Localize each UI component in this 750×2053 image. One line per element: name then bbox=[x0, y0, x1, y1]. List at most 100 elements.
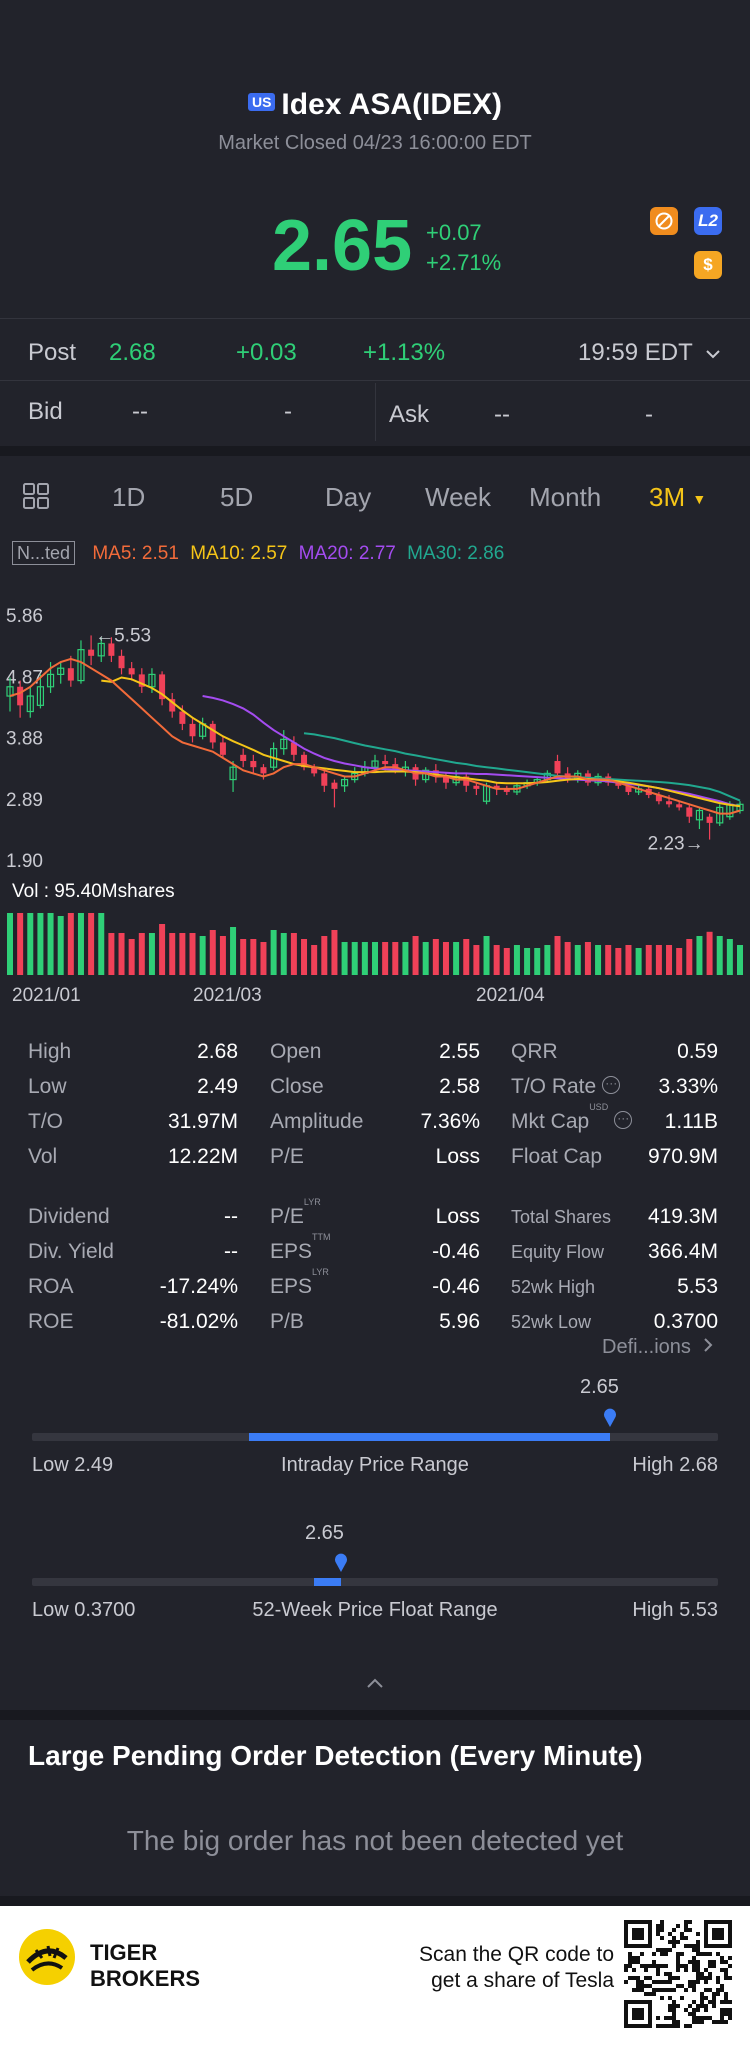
volume-bar bbox=[666, 945, 673, 975]
stat-label: P/ELYR bbox=[270, 1197, 321, 1229]
stat-value: 31.97M bbox=[167, 1110, 238, 1133]
stat-value: 2.58 bbox=[439, 1075, 480, 1098]
divider bbox=[0, 380, 750, 381]
candle-body bbox=[463, 776, 470, 786]
stat-label-text: Equity Flow bbox=[511, 1242, 605, 1262]
adjust-toggle[interactable]: N...ted bbox=[12, 541, 76, 565]
candle-body bbox=[36, 686, 45, 706]
ask-price: -- bbox=[494, 401, 510, 428]
candle-body bbox=[695, 809, 704, 821]
stat-value: 2.55 bbox=[439, 1040, 480, 1063]
stat-value: 0.3700 bbox=[653, 1310, 718, 1333]
volume-bar bbox=[564, 942, 571, 975]
post-time-selector[interactable]: 19:59 EDT bbox=[578, 339, 721, 367]
candle-body bbox=[280, 738, 288, 750]
week52-range-fill bbox=[313, 1578, 342, 1586]
candle-body bbox=[301, 754, 308, 768]
y-tick-label: 4.87 bbox=[6, 667, 43, 688]
stat-value: 3.33% bbox=[658, 1075, 718, 1098]
no-short-icon[interactable] bbox=[650, 207, 678, 235]
volume-bar bbox=[311, 945, 318, 975]
candle-body bbox=[169, 699, 176, 712]
stat-label-text: Vol bbox=[28, 1145, 58, 1168]
promo-text: Scan the QR code to get a share of Tesla bbox=[419, 1942, 614, 1994]
divider bbox=[375, 383, 376, 441]
stat-label: ROE bbox=[28, 1310, 74, 1334]
ma20-label: MA20: 2.77 bbox=[298, 543, 396, 564]
info-icon[interactable]: ··· bbox=[602, 1076, 621, 1095]
stat-label-text: Low bbox=[28, 1075, 67, 1098]
candle-body bbox=[340, 778, 349, 787]
candle-body bbox=[716, 806, 724, 824]
candle-body bbox=[311, 767, 318, 774]
tab-3m-label: 3M bbox=[649, 482, 686, 512]
volume-bar bbox=[493, 945, 500, 975]
volume-bar bbox=[534, 948, 541, 975]
stat-label: Dividend bbox=[28, 1205, 110, 1229]
candle-body bbox=[46, 673, 55, 688]
volume-bar bbox=[453, 942, 460, 975]
stat-label: Total Shares bbox=[511, 1205, 611, 1229]
candle-body bbox=[473, 785, 480, 789]
ma30-line bbox=[303, 732, 741, 802]
stat-value: 12.22M bbox=[167, 1145, 238, 1168]
tab-3m[interactable]: 3M ▼ bbox=[649, 482, 706, 513]
definitions-label: Defi...ions bbox=[602, 1336, 691, 1358]
intraday-current-value: 2.65 bbox=[580, 1376, 619, 1398]
promo-footer: TIGER BROKERS Scan the QR code to get a … bbox=[0, 1906, 750, 2053]
volume-bar bbox=[574, 945, 581, 975]
week52-high: High 5.53 bbox=[632, 1599, 718, 1621]
y-tick-label: 3.88 bbox=[6, 729, 43, 750]
collapse-chevron-icon[interactable] bbox=[365, 1676, 385, 1694]
stat-label: ROA bbox=[28, 1275, 74, 1299]
chart-layout-icon[interactable] bbox=[22, 482, 50, 515]
tab-month[interactable]: Month bbox=[529, 482, 602, 512]
stat-label: Mkt CapUSD ··· bbox=[511, 1102, 633, 1134]
candle-body bbox=[138, 674, 145, 687]
candle-body bbox=[706, 816, 713, 823]
stat-label-text: Total Shares bbox=[511, 1207, 612, 1227]
stat-value: -17.24% bbox=[159, 1275, 238, 1298]
candle-body bbox=[331, 782, 338, 789]
brand-name: TIGER BROKERS bbox=[90, 1940, 200, 1992]
stat-value: -0.46 bbox=[432, 1240, 480, 1263]
candle-body bbox=[67, 668, 74, 681]
candle-body bbox=[260, 767, 267, 774]
brand-line1: TIGER bbox=[90, 1940, 158, 1965]
volume-bar bbox=[138, 933, 145, 975]
ma30-label: MA30: 2.86 bbox=[407, 543, 505, 564]
dollar-badge[interactable]: $ bbox=[694, 251, 722, 279]
tab-day[interactable]: Day bbox=[325, 482, 372, 512]
tab-week[interactable]: Week bbox=[425, 482, 491, 512]
ma10-line bbox=[101, 676, 741, 808]
level2-badge[interactable]: L2 bbox=[694, 207, 722, 235]
stat-label-text: 52wk Low bbox=[511, 1312, 592, 1332]
candle-body bbox=[250, 761, 257, 768]
volume-bar bbox=[402, 942, 409, 975]
bid-size: - bbox=[284, 398, 292, 425]
candle-body bbox=[321, 773, 328, 786]
max-price-label: ←5.53 bbox=[95, 625, 151, 646]
candle-body bbox=[229, 766, 237, 781]
volume-bar bbox=[645, 945, 652, 975]
volume-bar bbox=[189, 933, 196, 975]
info-icon[interactable]: ··· bbox=[614, 1111, 633, 1130]
volume-bar bbox=[37, 913, 44, 975]
tab-1d[interactable]: 1D bbox=[112, 482, 146, 512]
volume-bar bbox=[290, 933, 297, 975]
x-tick-label: 2021/01 bbox=[12, 985, 81, 1006]
tiger-logo-icon bbox=[18, 1928, 76, 1991]
stat-label: Equity Flow bbox=[511, 1240, 604, 1264]
candlestick-chart[interactable]: 5.86 4.87 3.88 2.89 1.90 ←5.53 2.23→ Vol : 95.4… bbox=[0, 590, 750, 1020]
market-badge: US bbox=[247, 93, 276, 112]
stat-label-text: 52wk High bbox=[511, 1277, 596, 1297]
stat-value: 5.53 bbox=[677, 1275, 718, 1298]
volume-bar bbox=[280, 933, 287, 975]
tab-5d[interactable]: 5D bbox=[220, 482, 254, 512]
definitions-link[interactable]: Defi...ions bbox=[602, 1336, 713, 1359]
stat-label: QRR bbox=[511, 1040, 558, 1064]
volume-bar bbox=[67, 913, 74, 975]
chevron-down-icon bbox=[705, 339, 721, 367]
volume-bar bbox=[148, 933, 155, 975]
stat-superscript: TTM bbox=[312, 1232, 331, 1242]
